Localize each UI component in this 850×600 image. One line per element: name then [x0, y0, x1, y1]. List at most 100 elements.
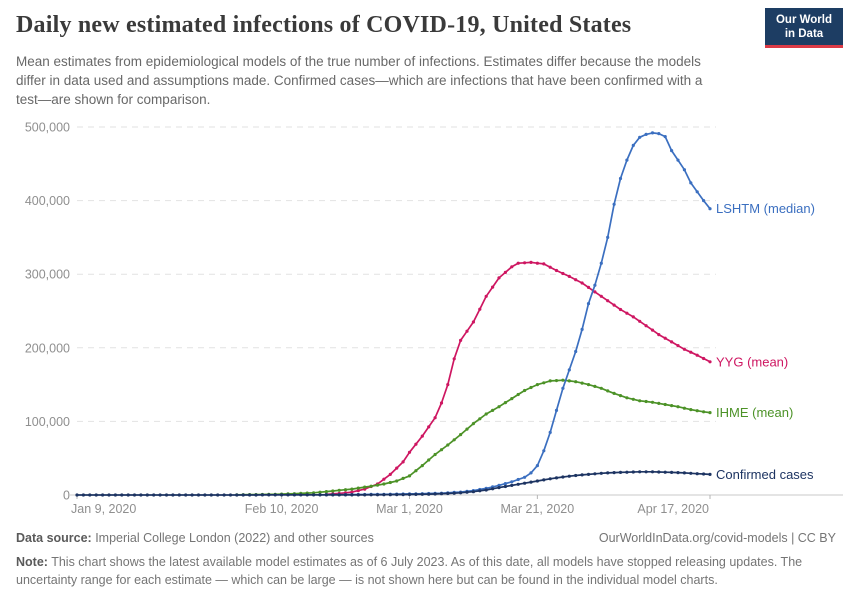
y-tick-label: 300,000	[25, 268, 70, 282]
series-dot-confirmed-cases	[356, 493, 360, 497]
series-dot-ihme-mean	[580, 381, 584, 385]
series-dot-yyg-mean	[439, 401, 444, 405]
series-dot-ihme-mean	[567, 379, 571, 383]
series-dot-ihme-mean	[523, 388, 527, 393]
series-dot-ihme-mean	[676, 405, 680, 409]
series-dot-confirmed-cases	[478, 489, 482, 493]
series-dot-confirmed-cases	[177, 493, 181, 497]
series-dot-ihme-mean	[414, 469, 418, 473]
series-dot-yyg-mean	[388, 472, 392, 476]
line-chart[interactable]: 0 100,000 200,000 300,000 400,000 500,000 Jan …	[0, 108, 850, 522]
series-dot-confirmed-cases	[612, 471, 616, 475]
series-dot-ihme-mean	[644, 399, 648, 404]
series-dot-lshtm-median	[612, 202, 616, 206]
series-dot-lshtm-median	[644, 132, 648, 136]
series-dot-confirmed-cases	[580, 473, 584, 477]
series-dot-ihme-mean	[331, 489, 335, 493]
series-dot-confirmed-cases	[145, 493, 149, 497]
series-dot-ihme-mean	[631, 397, 635, 401]
series-label-ihme-mean: IHME (mean)	[716, 405, 793, 420]
y-tick-label: 200,000	[25, 341, 70, 355]
series-dot-ihme-mean	[554, 379, 559, 383]
chart-note: Note: This chart shows the latest availa…	[16, 553, 834, 589]
series-dot-confirmed-cases	[542, 478, 546, 482]
series-dot-yyg-mean	[663, 336, 667, 340]
series-dot-confirmed-cases	[260, 493, 264, 497]
series-dot-yyg-mean	[650, 328, 655, 332]
series-dot-ihme-mean	[586, 383, 591, 387]
series-dot-yyg-mean	[618, 307, 623, 312]
y-tick-label: 400,000	[25, 194, 70, 208]
series-dot-confirmed-cases	[618, 470, 623, 474]
data-source-label: Data source:	[16, 531, 92, 545]
series-dot-yyg-mean	[433, 416, 437, 420]
owid-logo-line2: in Data	[784, 28, 824, 40]
series-dot-confirmed-cases	[452, 491, 456, 495]
series-dot-confirmed-cases	[388, 493, 392, 497]
series-dot-yyg-mean	[631, 315, 635, 319]
series-dot-confirmed-cases	[446, 491, 450, 496]
x-tick-label: Mar 21, 2020	[501, 502, 575, 516]
series-dot-lshtm-median	[497, 483, 501, 487]
series-dot-yyg-mean	[516, 261, 520, 265]
series-dot-lshtm-median	[599, 261, 603, 265]
series-dot-ihme-mean	[510, 397, 514, 401]
series-dot-yyg-mean	[497, 276, 501, 280]
series-dot-lshtm-median	[606, 235, 610, 239]
series-dot-yyg-mean	[586, 285, 591, 289]
series-dot-confirmed-cases	[574, 473, 578, 478]
y-tick-label: 500,000	[25, 121, 70, 135]
series-dot-yyg-mean	[452, 357, 456, 361]
series-dot-ihme-mean	[324, 490, 328, 494]
series-line-lshtm-median	[319, 132, 711, 496]
series-dot-ihme-mean	[420, 464, 424, 468]
series-dot-confirmed-cases	[459, 491, 463, 495]
chart-note-text: This chart shows the latest available mo…	[16, 555, 803, 588]
series-dot-confirmed-cases	[599, 471, 603, 475]
series-dot-confirmed-cases	[503, 484, 507, 489]
series-dot-confirmed-cases	[676, 471, 680, 475]
series-dot-lshtm-median	[689, 181, 693, 185]
series-dot-ihme-mean	[529, 385, 533, 390]
series-dot-confirmed-cases	[708, 472, 712, 476]
series-dot-yyg-mean	[606, 299, 610, 303]
series-label-yyg-mean: YYG (mean)	[716, 354, 788, 369]
series-dot-yyg-mean	[599, 294, 603, 298]
series-dot-confirmed-cases	[120, 493, 124, 497]
series-dot-ihme-mean	[689, 408, 693, 412]
y-tick-label: 0	[63, 489, 70, 503]
series-dot-ihme-mean	[452, 438, 456, 442]
series-dot-yyg-mean	[593, 290, 597, 294]
series-dot-lshtm-median	[580, 327, 584, 331]
series-dot-ihme-mean	[375, 483, 380, 487]
series-dot-yyg-mean	[529, 260, 533, 264]
series-dot-yyg-mean	[420, 434, 424, 438]
series-dot-confirmed-cases	[273, 493, 277, 497]
series-dot-ihme-mean	[574, 380, 578, 384]
series-dot-confirmed-cases	[350, 493, 354, 497]
series-dot-yyg-mean	[491, 285, 495, 289]
series-dot-confirmed-cases	[152, 493, 156, 497]
series-dot-ihme-mean	[471, 422, 475, 426]
series-dot-ihme-mean	[561, 378, 565, 382]
series-dot-yyg-mean	[535, 261, 540, 265]
series-dot-ihme-mean	[542, 381, 546, 385]
series-dot-ihme-mean	[618, 394, 623, 398]
series-dot-confirmed-cases	[644, 470, 648, 474]
series-dot-confirmed-cases	[433, 492, 437, 496]
series-dot-yyg-mean	[625, 311, 629, 315]
series-dot-confirmed-cases	[299, 493, 303, 497]
series-line-confirmed-cases	[76, 470, 711, 496]
series-dot-ihme-mean	[401, 476, 405, 480]
citation-link[interactable]: OurWorldInData.org/covid-models | CC BY	[598, 531, 836, 545]
series-dot-confirmed-cases	[196, 493, 201, 497]
series-dot-ihme-mean	[478, 417, 482, 421]
series-dot-confirmed-cases	[567, 474, 571, 478]
series-dot-ihme-mean	[407, 474, 412, 478]
series-dot-confirmed-cases	[535, 479, 540, 483]
series-dot-confirmed-cases	[670, 470, 674, 474]
series-dot-ihme-mean	[343, 488, 348, 492]
series-dot-confirmed-cases	[369, 493, 373, 497]
series-dot-yyg-mean	[427, 425, 431, 429]
series-dot-yyg-mean	[471, 320, 475, 324]
